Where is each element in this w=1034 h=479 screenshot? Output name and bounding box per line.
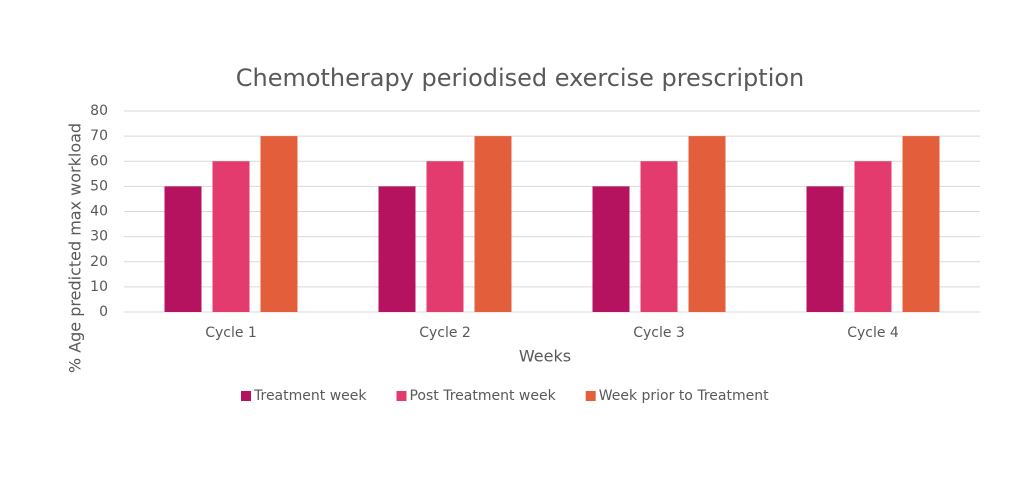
y-tick-label: 20 (90, 254, 108, 270)
legend-swatch (396, 391, 407, 401)
bar (688, 136, 726, 312)
bar (212, 161, 250, 312)
legend-label: Post Treatment week (409, 388, 556, 404)
bar (640, 161, 678, 312)
bar (426, 161, 464, 312)
y-tick-label: 0 (99, 304, 108, 320)
x-tick-label: Cycle 1 (205, 325, 257, 341)
bar (164, 186, 202, 312)
bar (260, 136, 298, 312)
legend-label: Week prior to Treatment (599, 388, 769, 404)
x-tick-label: Cycle 2 (419, 325, 471, 341)
y-tick-label: 40 (90, 204, 108, 220)
bar (378, 186, 416, 312)
bar (474, 136, 512, 312)
y-tick-label: 60 (90, 153, 108, 169)
x-axis-label: Weeks (519, 347, 571, 366)
y-tick-label: 80 (90, 103, 108, 119)
y-axis-label: % Age predicted max workload (66, 123, 85, 373)
bar (902, 136, 940, 312)
bar (806, 186, 844, 312)
chart-title: Chemotherapy periodised exercise prescri… (236, 64, 805, 92)
y-tick-label: 30 (90, 229, 108, 245)
legend-swatch (585, 391, 596, 401)
bar (592, 186, 630, 312)
y-tick-label: 70 (90, 128, 108, 144)
y-tick-label: 50 (90, 178, 108, 194)
legend-swatch (241, 391, 251, 401)
x-tick-label: Cycle 3 (633, 325, 685, 341)
bar (854, 161, 892, 312)
x-tick-label: Cycle 4 (847, 325, 899, 341)
legend-label: Treatment week (253, 388, 367, 404)
y-tick-label: 10 (90, 279, 108, 295)
